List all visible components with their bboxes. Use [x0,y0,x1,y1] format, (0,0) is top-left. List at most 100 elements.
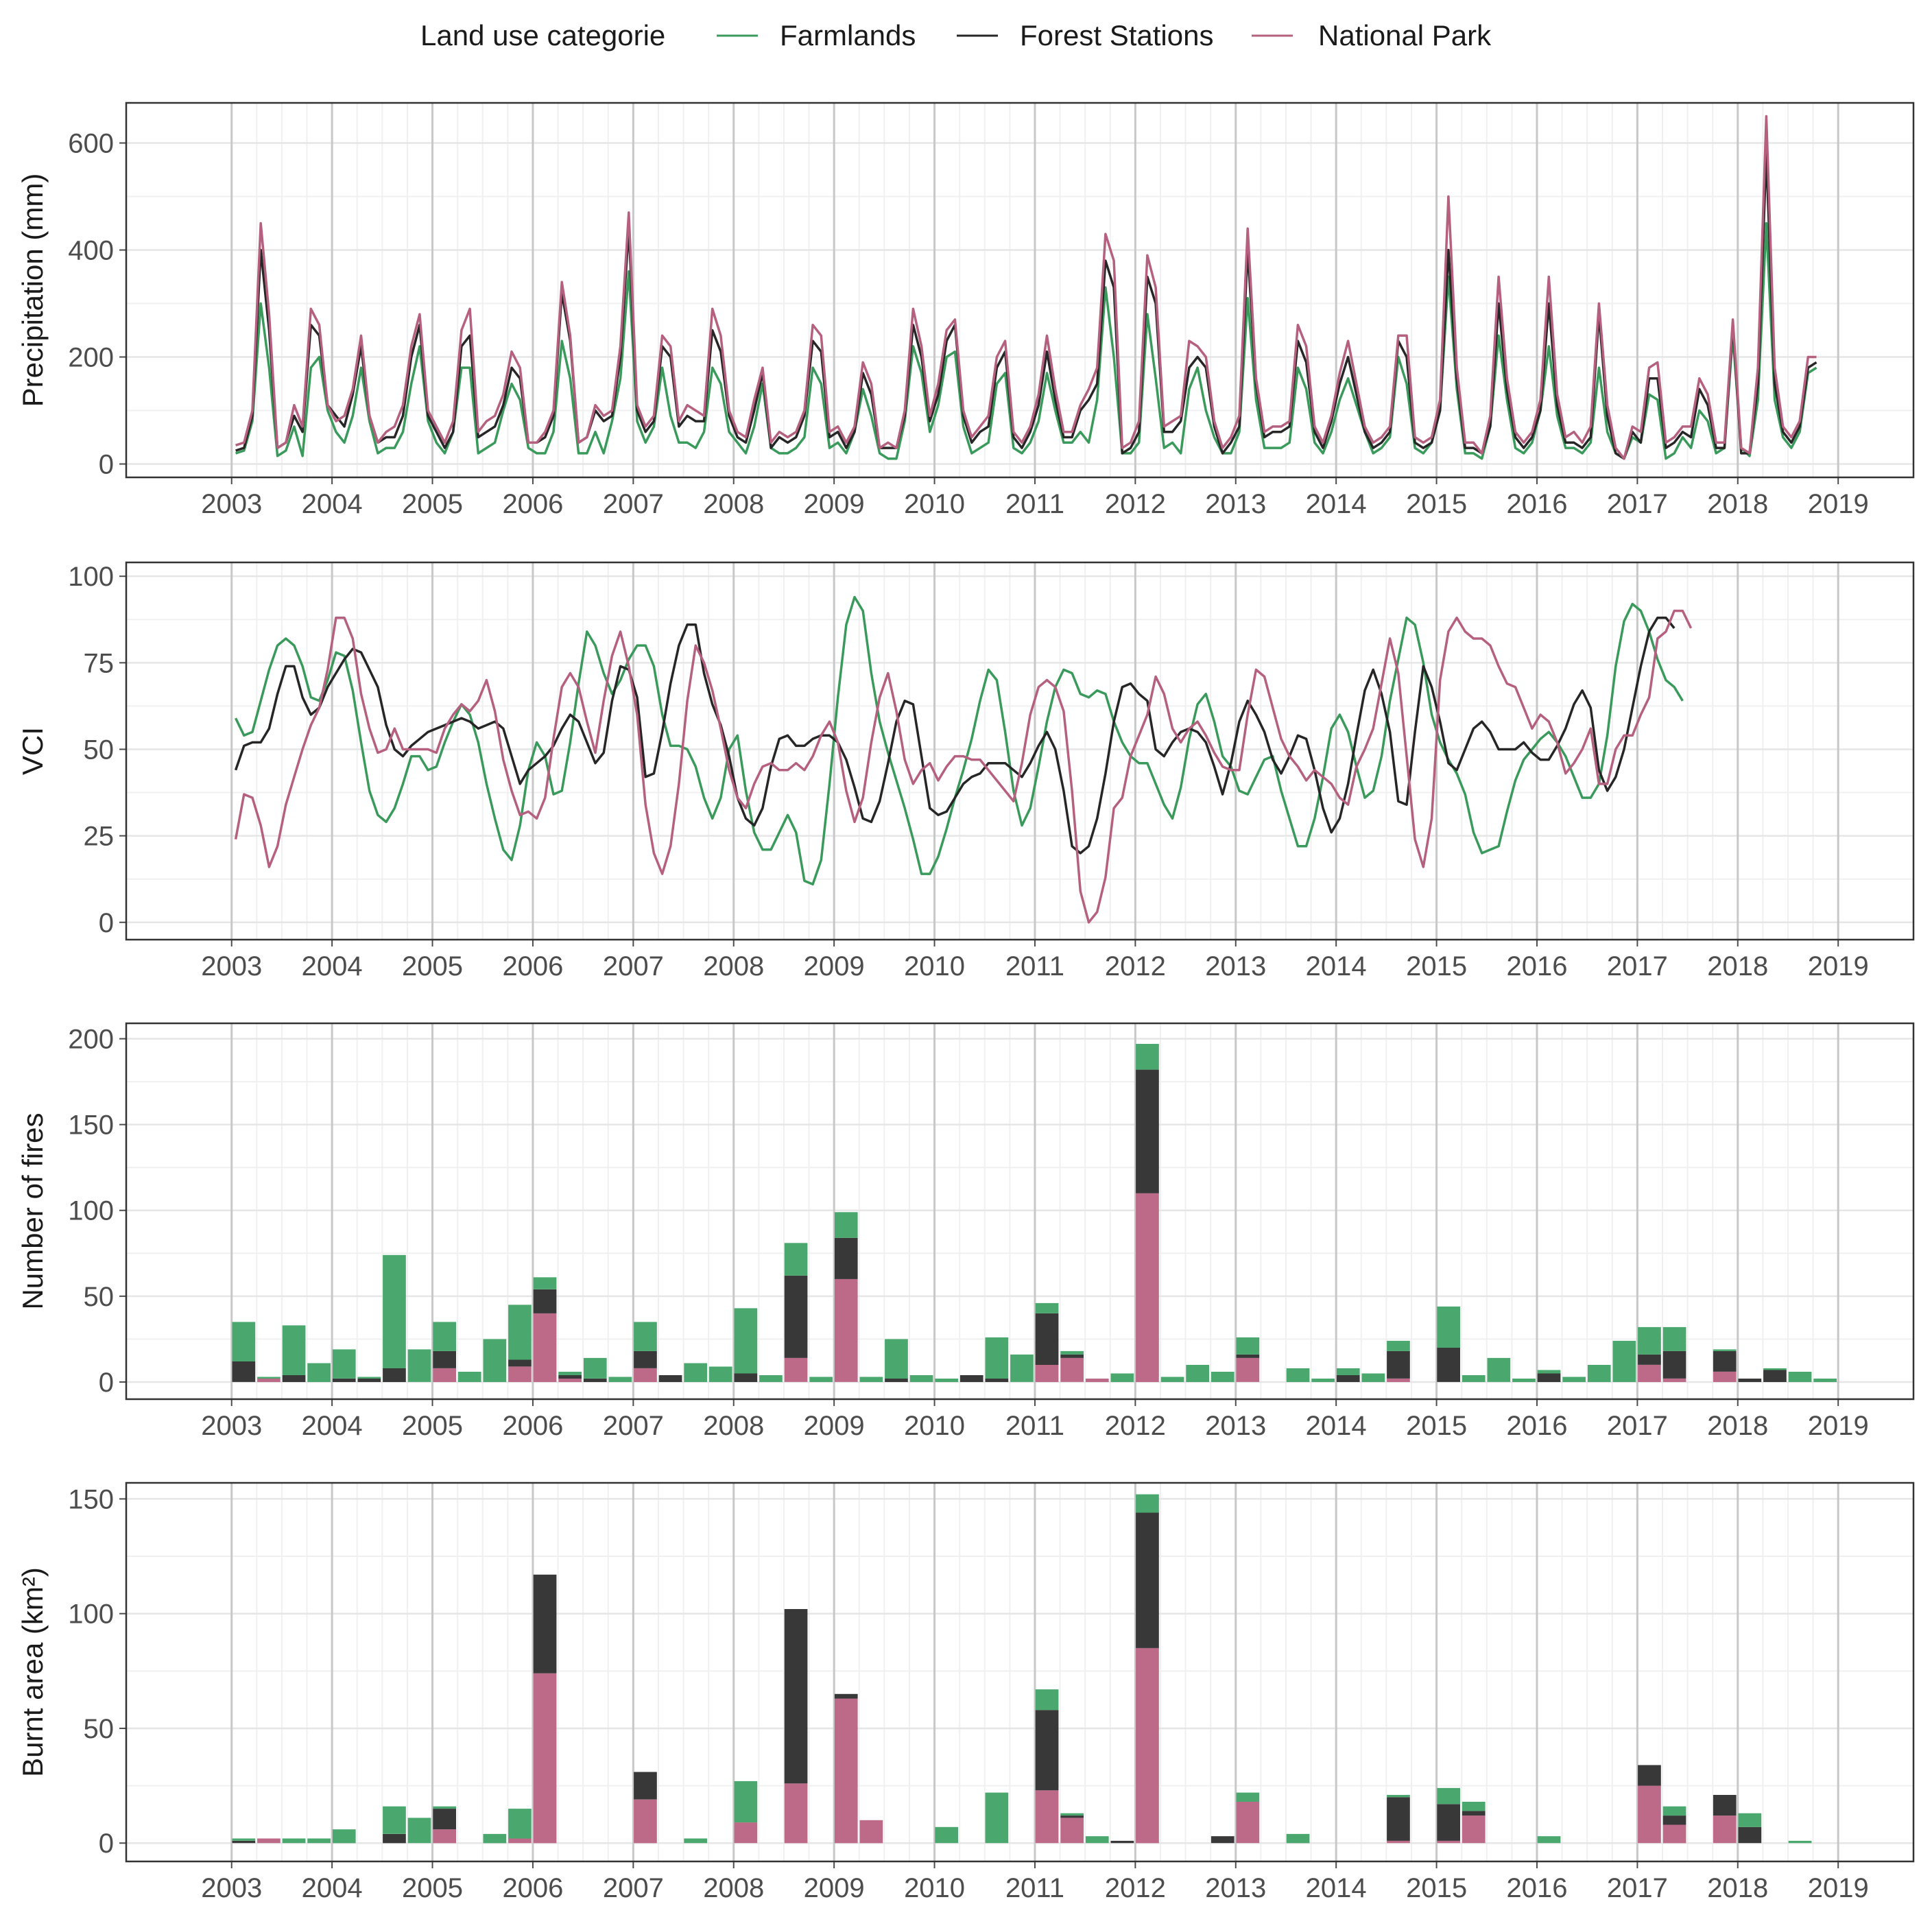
bar-farmlands [1487,1357,1511,1382]
bar-national-park [1437,1840,1460,1844]
bar-forest-stations [1387,1350,1410,1379]
x-tick-label: 2007 [603,1873,664,1903]
x-tick-label: 2012 [1105,951,1166,981]
x-tick-label: 2019 [1808,951,1869,981]
y-tick-label: 50 [84,735,115,765]
bar-forest-stations [1713,1795,1737,1816]
bar-forest-stations [784,1275,808,1358]
x-tick-label: 2011 [1005,1411,1064,1441]
y-tick-label: 0 [99,1368,114,1398]
x-tick-label: 2016 [1506,489,1567,519]
x-tick-label: 2014 [1306,489,1367,519]
bar-forest-stations [1035,1313,1059,1365]
bar-national-park [257,1838,281,1844]
bar-farmlands [1211,1372,1235,1382]
series-line-forest-stations [234,616,1675,855]
x-tick-label: 2019 [1808,1873,1869,1903]
bar-farmlands [1035,1302,1059,1313]
bar-farmlands [1160,1377,1184,1382]
bar-farmlands [1085,1836,1109,1844]
x-tick-label: 2014 [1306,1873,1367,1903]
bar-farmlands [508,1305,532,1360]
x-tick-label: 2016 [1506,951,1567,981]
bar-national-park [1060,1357,1084,1382]
x-tick-label: 2017 [1607,1873,1668,1903]
x-tick-label: 2007 [603,1411,664,1441]
bar-forest-stations [985,1379,1009,1382]
bar-farmlands [1110,1373,1134,1382]
bar-forest-stations [1437,1804,1460,1841]
burnt-area-panel: 0 50 100 150 2003 2004 2005 2006 2007 2008 2009 201… [16,1481,1915,1903]
bar-national-park [1085,1379,1109,1382]
bar-national-park [1713,1815,1737,1844]
x-tick-label: 2009 [804,489,865,519]
bar-farmlands [859,1377,883,1382]
bar-farmlands [457,1372,481,1382]
bar-farmlands [1286,1368,1310,1382]
bar-forest-stations [332,1379,356,1382]
panel-border [125,1481,1915,1863]
bar-national-park [1387,1840,1410,1844]
bar-national-park [734,1822,758,1844]
bar-farmlands [533,1277,557,1289]
bar-forest-stations [1662,1350,1686,1379]
x-tick-label: 2015 [1406,951,1467,981]
x-tick-label: 2018 [1707,1411,1768,1441]
x-tick-label: 2011 [1005,489,1064,519]
y-axis-label: Burnt area (km²) [16,1567,49,1777]
bar-farmlands [407,1818,431,1844]
bar-farmlands [1713,1349,1737,1351]
x-tick-label: 2013 [1205,1873,1266,1903]
precipitation-panel: 0 200 400 600 2003 2004 2005 2006 2007 2008 2009 20… [16,102,1915,519]
x-tick-label: 2009 [804,951,865,981]
x-tick-label: 2006 [502,1411,563,1441]
panel-border [125,1022,1915,1401]
bar-farmlands [483,1833,507,1844]
bar-farmlands [307,1363,331,1382]
bar-forest-stations [1713,1350,1737,1372]
x-tick-label: 2006 [502,951,563,981]
bar-national-park [508,1366,532,1382]
bar-farmlands [1361,1373,1385,1382]
bar-farmlands [558,1372,582,1375]
series-line-forest-stations [235,152,1817,460]
bar-farmlands [885,1339,908,1379]
x-tick-label: 2012 [1105,1873,1166,1903]
bar-forest-stations [1462,1811,1486,1816]
bar-forest-stations [282,1375,306,1382]
bar-national-park [533,1313,557,1382]
bar-forest-stations [1638,1765,1661,1786]
x-tick-label: 2003 [201,1873,262,1903]
bar-forest-stations [1537,1373,1561,1382]
bar-forest-stations [433,1350,456,1368]
x-tick-label: 2010 [904,489,965,519]
bar-farmlands [1537,1836,1561,1844]
x-tick-label: 2011 [1005,951,1064,981]
x-tick-label: 2009 [804,1411,865,1441]
bar-farmlands [383,1806,406,1834]
bar-farmlands [433,1322,456,1351]
bar-national-park [1060,1818,1084,1844]
bar-forest-stations [1662,1815,1686,1825]
x-tick-label: 2005 [402,489,463,519]
y-tick-label: 150 [68,1110,114,1141]
x-tick-label: 2003 [201,951,262,981]
vci-panel: 0 25 50 75 100 2003 2004 2005 2006 2007 2008 2009 20… [16,561,1915,981]
bar-farmlands [508,1809,532,1839]
bar-forest-stations [433,1809,456,1830]
bar-farmlands [759,1375,783,1382]
x-tick-label: 2008 [703,951,764,981]
x-tick-label: 2013 [1205,951,1266,981]
bar-farmlands [483,1339,507,1382]
bar-forest-stations [1763,1370,1787,1382]
bar-forest-stations [1738,1379,1762,1382]
panel-border [125,561,1915,941]
bar-forest-stations [558,1375,582,1379]
bar-farmlands [1136,1044,1159,1070]
y-axis-label: Number of fires [16,1112,49,1309]
bar-farmlands [734,1308,758,1374]
y-tick-label: 200 [68,1025,114,1055]
y-axis-label: VCI [16,727,49,775]
bar-farmlands [1236,1337,1260,1355]
bar-forest-stations [1236,1354,1260,1358]
